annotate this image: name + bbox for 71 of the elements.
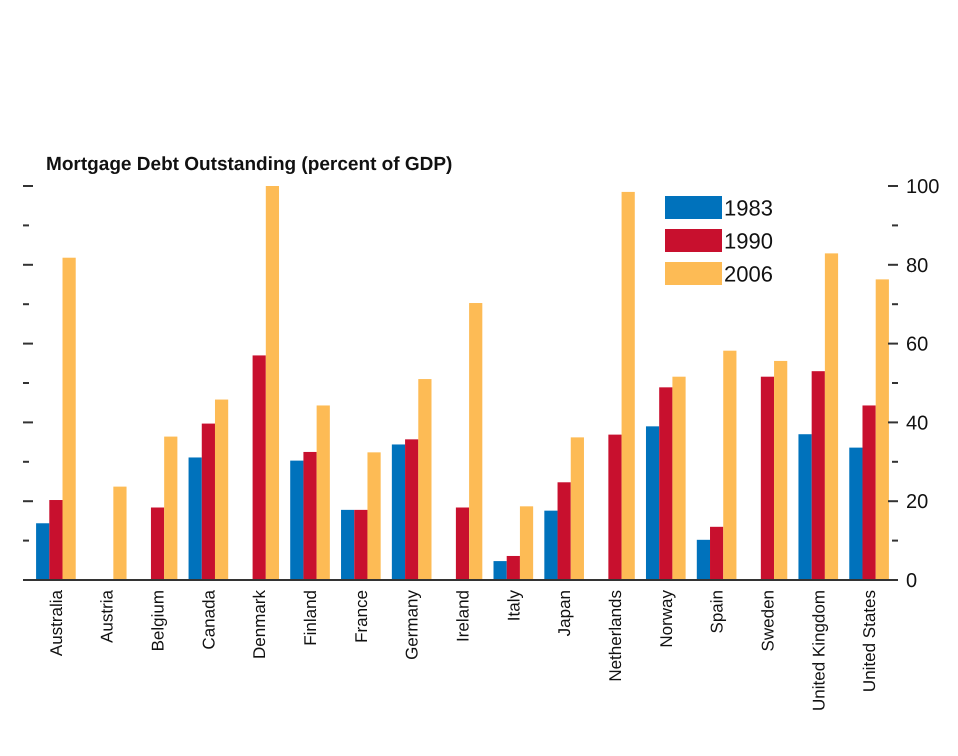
bar	[316, 405, 330, 580]
bar	[570, 437, 584, 580]
bar	[494, 561, 507, 580]
bar	[252, 355, 266, 580]
bar	[760, 376, 774, 580]
bar	[506, 556, 520, 580]
bar	[798, 434, 812, 580]
bar	[876, 279, 889, 580]
x-tick-label: Denmark	[250, 590, 270, 659]
x-tick-label: Netherlands	[606, 590, 625, 682]
bar	[659, 387, 672, 580]
bar	[36, 523, 50, 580]
bar	[824, 253, 838, 580]
x-tick-label: Ireland	[454, 590, 472, 642]
bar	[544, 510, 558, 580]
bar	[774, 360, 788, 580]
chart-title: Mortgage Debt Outstanding (percent of GDP)	[46, 154, 452, 175]
x-tick-label: Germany	[402, 590, 422, 660]
bar	[164, 436, 178, 580]
x-tick-label: Finland	[301, 590, 320, 646]
bar	[723, 350, 736, 580]
bar	[862, 405, 876, 580]
bar	[341, 510, 354, 580]
bar	[150, 508, 164, 580]
bar	[405, 439, 418, 580]
bar	[608, 434, 622, 580]
bar	[188, 457, 202, 580]
y-tick-label: 80	[906, 254, 928, 277]
y-tick-label: 0	[906, 570, 918, 592]
bar	[418, 379, 432, 580]
bar	[290, 460, 304, 580]
x-tick-label: Spain	[708, 590, 727, 634]
bar	[392, 444, 406, 580]
bar	[469, 303, 482, 580]
bar	[710, 526, 724, 580]
x-tick-label: Austria	[98, 589, 117, 643]
y-tick-label: 40	[906, 412, 928, 434]
legend-label: 1990	[724, 228, 773, 254]
x-tick-label: Australia	[46, 589, 66, 656]
bar	[622, 192, 635, 580]
x-tick-label: Sweden	[758, 590, 778, 652]
x-tick-label: Italy	[504, 590, 524, 622]
x-tick-label: Japan	[555, 590, 574, 636]
x-tick-label: United Kingdom	[809, 590, 828, 711]
bar	[214, 400, 228, 580]
bar	[62, 258, 76, 580]
bar	[113, 486, 127, 580]
bar	[696, 540, 710, 580]
bar	[672, 376, 686, 580]
x-tick-label: France	[352, 590, 371, 643]
x-tick-label: United States	[860, 590, 880, 692]
bar	[646, 426, 660, 580]
bar	[456, 508, 470, 580]
x-tick-label: Belgium	[148, 590, 168, 652]
y-tick-label: 20	[906, 491, 928, 514]
bar	[520, 506, 534, 580]
x-tick-label: Norway	[656, 590, 676, 648]
bar	[49, 500, 63, 580]
x-tick-label: Canada	[199, 589, 218, 650]
bar	[266, 186, 280, 580]
bar	[303, 452, 317, 580]
bar	[367, 452, 381, 580]
y-tick-label: 60	[906, 334, 928, 356]
legend-label: 1983	[724, 196, 773, 221]
bar	[354, 510, 368, 580]
y-tick-label: 100	[906, 176, 940, 198]
bar	[558, 482, 571, 580]
legend-label: 2006	[724, 262, 773, 287]
bar	[849, 448, 862, 580]
bar	[812, 371, 825, 580]
bar	[202, 424, 215, 580]
